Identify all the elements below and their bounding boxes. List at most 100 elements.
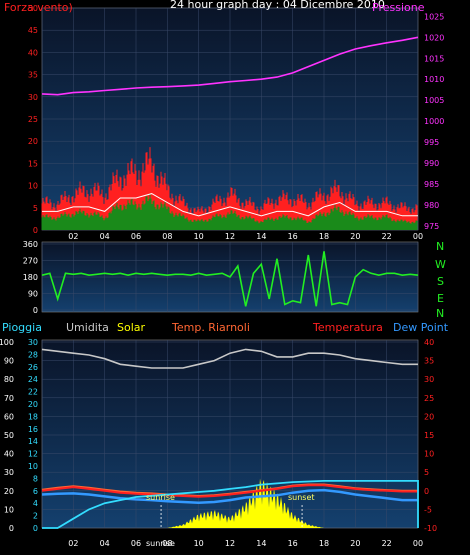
temperature-tick-label: -10 (424, 524, 437, 533)
temperature-line (41, 484, 418, 498)
dewpoint-line (41, 488, 418, 504)
temperature-tick-label: 10 (424, 450, 434, 459)
temperature-tick-label: 25 (424, 394, 434, 403)
humidity-tick-label: 50 (4, 431, 14, 440)
rain-tick-label: 6 (33, 487, 38, 496)
wind-tick-label: 25 (28, 115, 38, 124)
compass-s: S (437, 275, 444, 288)
legend-temp-riarnoli: Temp. Riarnoli (171, 321, 250, 334)
direction-tick-label: 0 (33, 306, 38, 315)
direction-line (41, 251, 419, 307)
time-tick-label: 02 (68, 232, 78, 241)
humidity-line (41, 348, 418, 369)
wind-tick-label: 20 (28, 137, 38, 146)
sunrise-axis-label: sunrise (146, 539, 175, 548)
temperature-tick-label: -5 (424, 505, 432, 514)
pressure-tick-label: 975 (424, 222, 439, 231)
pressure-line (41, 36, 419, 96)
pressure-tick-label: 980 (424, 201, 439, 210)
time-tick-label: 16 (288, 232, 298, 241)
time-tick-label: 10 (194, 539, 204, 548)
time-tick-label: 22 (382, 539, 392, 548)
direction-tick-label: 360 (23, 240, 38, 249)
legend-umidita: Umidita (66, 321, 109, 334)
wind-tick-label: 35 (28, 71, 38, 80)
temperature-tick-label: 20 (424, 412, 434, 421)
time-tick-label: 22 (382, 232, 392, 241)
direction-tick-label: 90 (28, 290, 38, 299)
humidity-tick-label: 30 (4, 468, 14, 477)
time-tick-label: 20 (350, 232, 360, 241)
wind-tick-label: 0 (33, 226, 38, 235)
wind-tick-label: 10 (28, 182, 38, 191)
humidity-tick-label: 10 (4, 505, 14, 514)
wind-tick-label: 50 (28, 4, 38, 13)
wind-tick-label: 45 (28, 26, 38, 35)
humidity-tick-label: 20 (4, 487, 14, 496)
pressure-tick-label: 1000 (424, 117, 444, 126)
rain-line (42, 480, 419, 529)
rain-tick-label: 16 (28, 425, 38, 434)
rain-tick-label: 12 (28, 450, 38, 459)
time-tick-label: 00 (413, 539, 423, 548)
time-tick-label: 06 (131, 539, 141, 548)
wind-axis-label: Forza vento) (4, 1, 73, 14)
wind-average-line (42, 193, 418, 217)
compass-n-bottom: N (436, 307, 444, 320)
direction-tick-label: 180 (23, 273, 38, 282)
time-tick-label: 02 (68, 539, 78, 548)
rain-tick-label: 0 (33, 524, 38, 533)
humidity-tick-label: 0 (9, 524, 14, 533)
rain-tick-label: 26 (28, 363, 38, 372)
humidity-tick-label: 100 (0, 338, 14, 347)
chart-title: 24 hour graph day : 04 Dicembre 2010 (170, 0, 385, 11)
compass-e: E (437, 292, 444, 305)
humidity-tick-label: 70 (4, 394, 14, 403)
sunset-label: sunset (288, 493, 315, 502)
temperature-tick-label: 40 (424, 338, 434, 347)
legend-dew-point: Dew Point (393, 321, 449, 334)
time-tick-label: 12 (225, 539, 235, 548)
legend-temperatura: Temperatura (312, 321, 383, 334)
wind-tick-label: 15 (28, 159, 38, 168)
time-tick-label: 14 (256, 232, 266, 241)
sunrise-label: sunrise (146, 493, 175, 502)
humidity-tick-label: 80 (4, 375, 14, 384)
rain-tick-label: 4 (33, 499, 38, 508)
direction-tick-label: 270 (23, 257, 38, 266)
wind-tick-label: 30 (28, 93, 38, 102)
time-tick-label: 08 (162, 539, 172, 548)
compass-w: W (435, 258, 446, 271)
time-tick-label: 20 (350, 539, 360, 548)
temperature-tick-label: 5 (424, 468, 429, 477)
wind-tick-label: 40 (28, 48, 38, 57)
time-tick-label: 04 (100, 539, 110, 548)
rain-tick-label: 20 (28, 400, 38, 409)
rain-tick-label: 2 (33, 512, 38, 521)
rain-tick-label: 18 (28, 412, 38, 421)
time-tick-label: 08 (162, 232, 172, 241)
time-tick-label: 06 (131, 232, 141, 241)
humidity-tick-label: 40 (4, 450, 14, 459)
time-tick-label: 00 (413, 232, 423, 241)
compass-n-top: N (436, 240, 444, 253)
pressure-tick-label: 1010 (424, 75, 444, 84)
time-tick-label: 16 (288, 539, 298, 548)
time-tick-label: 12 (225, 232, 235, 241)
rain-tick-label: 14 (28, 437, 38, 446)
time-tick-label: 14 (256, 539, 266, 548)
time-tick-label: 04 (100, 232, 110, 241)
pressure-tick-label: 985 (424, 180, 439, 189)
rain-tick-label: 8 (33, 474, 38, 483)
legend-pioggia: Pioggia (2, 321, 42, 334)
temperature-tick-label: 35 (424, 357, 434, 366)
legend-solar: Solar (117, 321, 146, 334)
wind-tick-label: 5 (33, 204, 38, 213)
pressure-tick-label: 1020 (424, 33, 444, 42)
humidity-tick-label: 60 (4, 412, 14, 421)
humidity-tick-label: 90 (4, 357, 14, 366)
rain-tick-label: 28 (28, 350, 38, 359)
time-tick-label: 18 (319, 539, 329, 548)
pressure-tick-label: 1015 (424, 54, 444, 63)
